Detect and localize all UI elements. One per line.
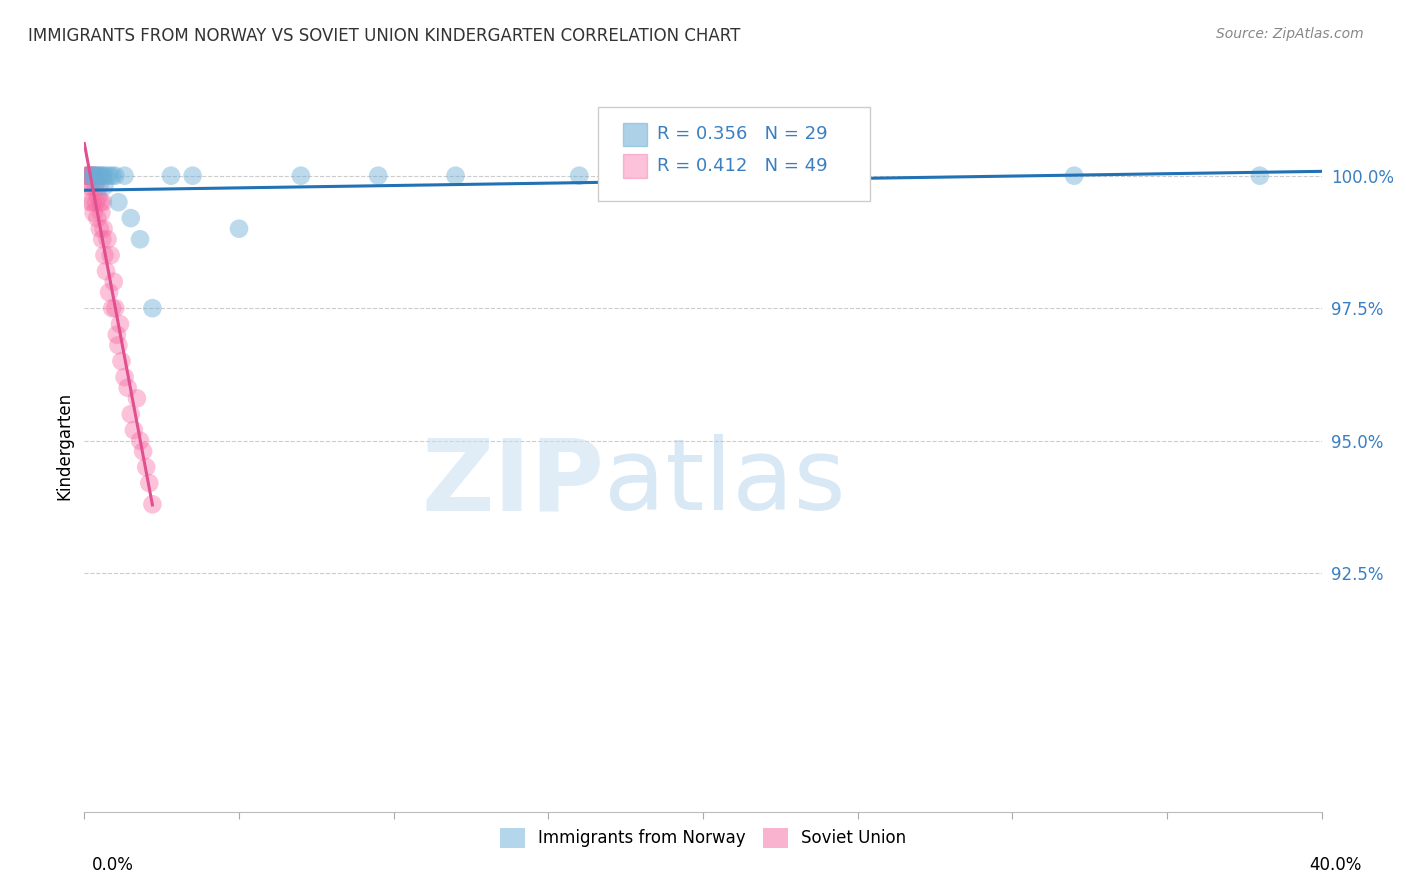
Point bbox=[86, 169, 108, 183]
Text: ZIP: ZIP bbox=[422, 434, 605, 531]
Point bbox=[129, 434, 152, 448]
Point bbox=[83, 206, 105, 220]
Point bbox=[79, 169, 101, 183]
Bar bbox=[623, 154, 647, 178]
Point bbox=[290, 169, 312, 183]
Text: Source: ZipAtlas.com: Source: ZipAtlas.com bbox=[1216, 27, 1364, 41]
Point bbox=[114, 169, 136, 183]
Point bbox=[100, 248, 122, 262]
Point bbox=[141, 497, 163, 511]
Point bbox=[76, 169, 98, 183]
Point bbox=[80, 179, 103, 194]
Point bbox=[86, 211, 108, 225]
Point bbox=[1249, 169, 1271, 183]
Point bbox=[98, 285, 121, 300]
Point bbox=[132, 444, 155, 458]
Text: R = 0.356   N = 29: R = 0.356 N = 29 bbox=[657, 126, 828, 144]
Point bbox=[90, 206, 112, 220]
Text: 40.0%: 40.0% bbox=[1309, 856, 1362, 874]
Point bbox=[120, 407, 142, 421]
FancyBboxPatch shape bbox=[598, 107, 870, 201]
Point bbox=[89, 179, 111, 194]
Point bbox=[82, 195, 104, 210]
Point bbox=[101, 301, 124, 316]
Point bbox=[138, 476, 160, 491]
Point bbox=[108, 317, 131, 331]
Y-axis label: Kindergarten: Kindergarten bbox=[55, 392, 73, 500]
Point bbox=[107, 338, 129, 352]
Text: atlas: atlas bbox=[605, 434, 845, 531]
Point bbox=[91, 169, 114, 183]
Point bbox=[77, 169, 100, 183]
Point bbox=[114, 370, 136, 384]
Point bbox=[96, 232, 118, 246]
Point bbox=[89, 221, 111, 235]
Point bbox=[141, 301, 163, 316]
Point bbox=[120, 211, 142, 225]
Text: 0.0%: 0.0% bbox=[91, 856, 134, 874]
Point bbox=[105, 327, 128, 342]
Point bbox=[692, 169, 714, 183]
Point bbox=[86, 174, 108, 188]
Point bbox=[98, 169, 121, 183]
Point bbox=[367, 169, 389, 183]
Point bbox=[228, 221, 250, 235]
Point bbox=[91, 195, 114, 210]
Text: R = 0.412   N = 49: R = 0.412 N = 49 bbox=[657, 157, 828, 175]
Point bbox=[91, 232, 114, 246]
Point bbox=[90, 169, 112, 183]
Point bbox=[84, 169, 107, 183]
Point bbox=[83, 169, 105, 183]
Text: IMMIGRANTS FROM NORWAY VS SOVIET UNION KINDERGARTEN CORRELATION CHART: IMMIGRANTS FROM NORWAY VS SOVIET UNION K… bbox=[28, 27, 741, 45]
Point bbox=[87, 190, 110, 204]
Point bbox=[82, 169, 104, 183]
Point bbox=[103, 275, 125, 289]
Point bbox=[117, 381, 139, 395]
Point bbox=[83, 169, 105, 183]
Point bbox=[76, 169, 98, 183]
Point bbox=[77, 179, 100, 194]
Point bbox=[84, 179, 107, 194]
Point bbox=[110, 354, 132, 368]
Point bbox=[82, 169, 104, 183]
Point bbox=[93, 221, 115, 235]
Point bbox=[104, 301, 127, 316]
Point bbox=[122, 423, 145, 437]
Point bbox=[79, 169, 101, 183]
Point bbox=[129, 232, 152, 246]
Point bbox=[89, 169, 111, 183]
Point bbox=[89, 195, 111, 210]
Point bbox=[104, 169, 127, 183]
Point bbox=[79, 169, 101, 183]
Point bbox=[125, 392, 148, 406]
Point bbox=[75, 169, 97, 183]
Point bbox=[77, 169, 100, 183]
Point bbox=[135, 460, 157, 475]
Legend: Immigrants from Norway, Soviet Union: Immigrants from Norway, Soviet Union bbox=[494, 821, 912, 855]
Point bbox=[568, 169, 591, 183]
Point bbox=[93, 179, 115, 194]
Point bbox=[93, 248, 115, 262]
Point bbox=[1063, 169, 1085, 183]
Point bbox=[846, 169, 869, 183]
Point bbox=[101, 169, 124, 183]
Point bbox=[181, 169, 204, 183]
Point bbox=[107, 195, 129, 210]
Point bbox=[444, 169, 467, 183]
Point bbox=[94, 169, 117, 183]
Point bbox=[87, 169, 110, 183]
Point bbox=[84, 195, 107, 210]
Point bbox=[94, 264, 117, 278]
Bar bbox=[623, 123, 647, 146]
Point bbox=[160, 169, 183, 183]
Point bbox=[79, 195, 101, 210]
